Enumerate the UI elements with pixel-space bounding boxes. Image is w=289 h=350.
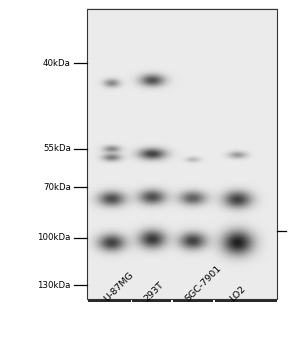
Text: LO2: LO2 bbox=[228, 284, 247, 303]
Text: 100kDa: 100kDa bbox=[38, 233, 71, 243]
Text: 130kDa: 130kDa bbox=[38, 281, 71, 290]
Text: SGC-7901: SGC-7901 bbox=[183, 264, 223, 303]
Text: 70kDa: 70kDa bbox=[43, 183, 71, 192]
Bar bbox=[87, 9, 277, 299]
Text: 40kDa: 40kDa bbox=[43, 58, 71, 68]
Text: 293T: 293T bbox=[142, 280, 166, 303]
Text: U-87MG: U-87MG bbox=[102, 271, 135, 303]
Text: 55kDa: 55kDa bbox=[43, 144, 71, 153]
